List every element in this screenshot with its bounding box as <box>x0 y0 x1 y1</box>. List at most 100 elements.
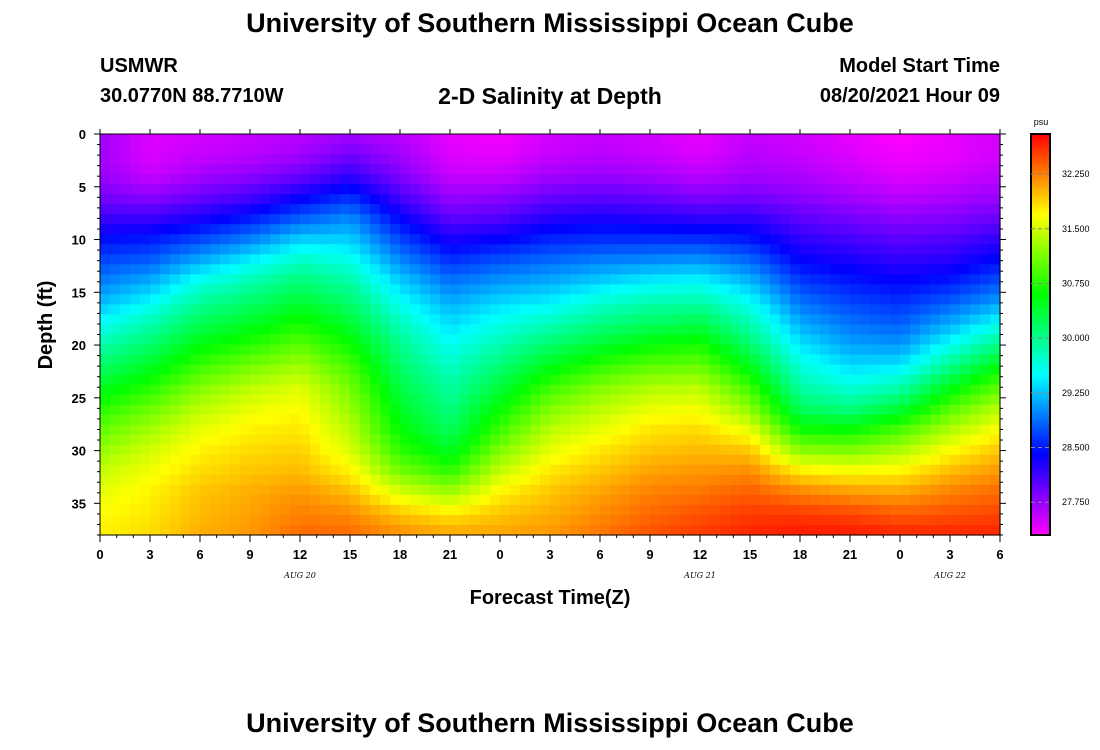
heatmap-cell <box>500 264 511 275</box>
heatmap-cell <box>820 444 831 456</box>
heatmap-cell <box>290 324 301 336</box>
heatmap-cell <box>620 294 631 306</box>
heatmap-cell <box>210 284 221 296</box>
heatmap-cell <box>600 214 611 225</box>
heatmap-cell <box>380 424 391 436</box>
heatmap-cell <box>900 184 911 195</box>
heatmap-cell <box>650 484 661 496</box>
heatmap-cell <box>350 184 361 195</box>
heatmap-cell <box>700 174 711 185</box>
heatmap-cell <box>790 514 801 526</box>
heatmap-cell <box>310 354 321 366</box>
heatmap-cell <box>970 174 981 185</box>
heatmap-cell <box>200 384 211 396</box>
heatmap-cell <box>880 244 891 255</box>
heatmap-cell <box>900 134 911 145</box>
heatmap-cell <box>770 464 781 476</box>
heatmap-cell <box>670 324 681 336</box>
heatmap-cell <box>170 394 181 406</box>
colorbar-tick-label: 27.750 <box>1062 497 1090 507</box>
heatmap-cell <box>360 424 371 436</box>
heatmap-cell <box>480 144 491 155</box>
heatmap-cell <box>920 514 931 526</box>
heatmap-cell <box>940 474 951 486</box>
heatmap-cell <box>420 134 431 145</box>
heatmap-cell <box>850 374 861 386</box>
heatmap-cell <box>720 204 731 215</box>
heatmap-cell <box>430 174 441 185</box>
heatmap-cell <box>120 144 131 155</box>
heatmap-cell <box>590 464 601 476</box>
heatmap-cell <box>610 364 621 376</box>
heatmap-cell <box>940 524 951 536</box>
heatmap-cell <box>860 344 871 356</box>
heatmap-cell <box>330 144 341 155</box>
heatmap-cell <box>680 364 691 376</box>
heatmap-cell <box>880 264 891 275</box>
heatmap-cell <box>780 364 791 376</box>
heatmap-cell <box>800 204 811 215</box>
heatmap-cell <box>400 524 411 536</box>
heatmap-cell <box>780 254 791 265</box>
heatmap-cell <box>460 164 471 175</box>
heatmap-cell <box>310 484 321 496</box>
heatmap-cell <box>560 264 571 275</box>
heatmap-cell <box>250 334 261 346</box>
heatmap-cell <box>220 304 231 316</box>
heatmap-cell <box>730 404 741 416</box>
heatmap-cell <box>910 364 921 376</box>
x-tick-label: 12 <box>693 547 707 562</box>
heatmap-cell <box>110 494 121 506</box>
heatmap-cell <box>670 314 681 326</box>
heatmap-cell <box>720 424 731 436</box>
heatmap-cell <box>230 444 241 456</box>
heatmap-cell <box>450 244 461 255</box>
heatmap-cell <box>120 414 131 426</box>
heatmap-cell <box>600 414 611 426</box>
heatmap-cell <box>680 144 691 155</box>
heatmap-cell <box>670 394 681 406</box>
heatmap-cell <box>910 234 921 245</box>
heatmap-cell <box>210 524 221 536</box>
heatmap-cell <box>610 434 621 446</box>
heatmap-cell <box>510 524 521 536</box>
heatmap-cell <box>180 464 191 476</box>
heatmap-cell <box>920 184 931 195</box>
heatmap-cell <box>990 324 1001 336</box>
heatmap-cell <box>530 164 541 175</box>
heatmap-cell <box>370 514 381 526</box>
heatmap-cell <box>270 244 281 255</box>
heatmap-cell <box>310 414 321 426</box>
heatmap-cell <box>650 494 661 506</box>
heatmap-cell <box>510 144 521 155</box>
heatmap-cell <box>860 264 871 275</box>
heatmap-cell <box>370 244 381 255</box>
heatmap-cell <box>440 244 451 255</box>
heatmap-cell <box>550 454 561 466</box>
heatmap-cell <box>470 504 481 516</box>
heatmap-cell <box>970 504 981 516</box>
heatmap-cell <box>320 234 331 245</box>
heatmap-cell <box>930 134 941 145</box>
heatmap-cell <box>750 524 761 536</box>
heatmap-cell <box>960 414 971 426</box>
heatmap-cell <box>850 284 861 296</box>
heatmap-cell <box>680 164 691 175</box>
heatmap-cell <box>610 254 621 265</box>
heatmap-cell <box>400 334 411 346</box>
heatmap-cell <box>380 384 391 396</box>
heatmap-cell <box>410 154 421 165</box>
heatmap-cell <box>590 314 601 326</box>
heatmap-cell <box>730 394 741 406</box>
heatmap-cell <box>240 394 251 406</box>
heatmap-cell <box>220 234 231 245</box>
heatmap-cell <box>690 244 701 255</box>
heatmap-cell <box>350 484 361 496</box>
heatmap-cell <box>780 464 791 476</box>
heatmap-cell <box>760 384 771 396</box>
heatmap-cell <box>830 304 841 316</box>
heatmap-cell <box>300 204 311 215</box>
heatmap-cell <box>900 284 911 296</box>
heatmap-cell <box>480 414 491 426</box>
heatmap-cell <box>490 364 501 376</box>
